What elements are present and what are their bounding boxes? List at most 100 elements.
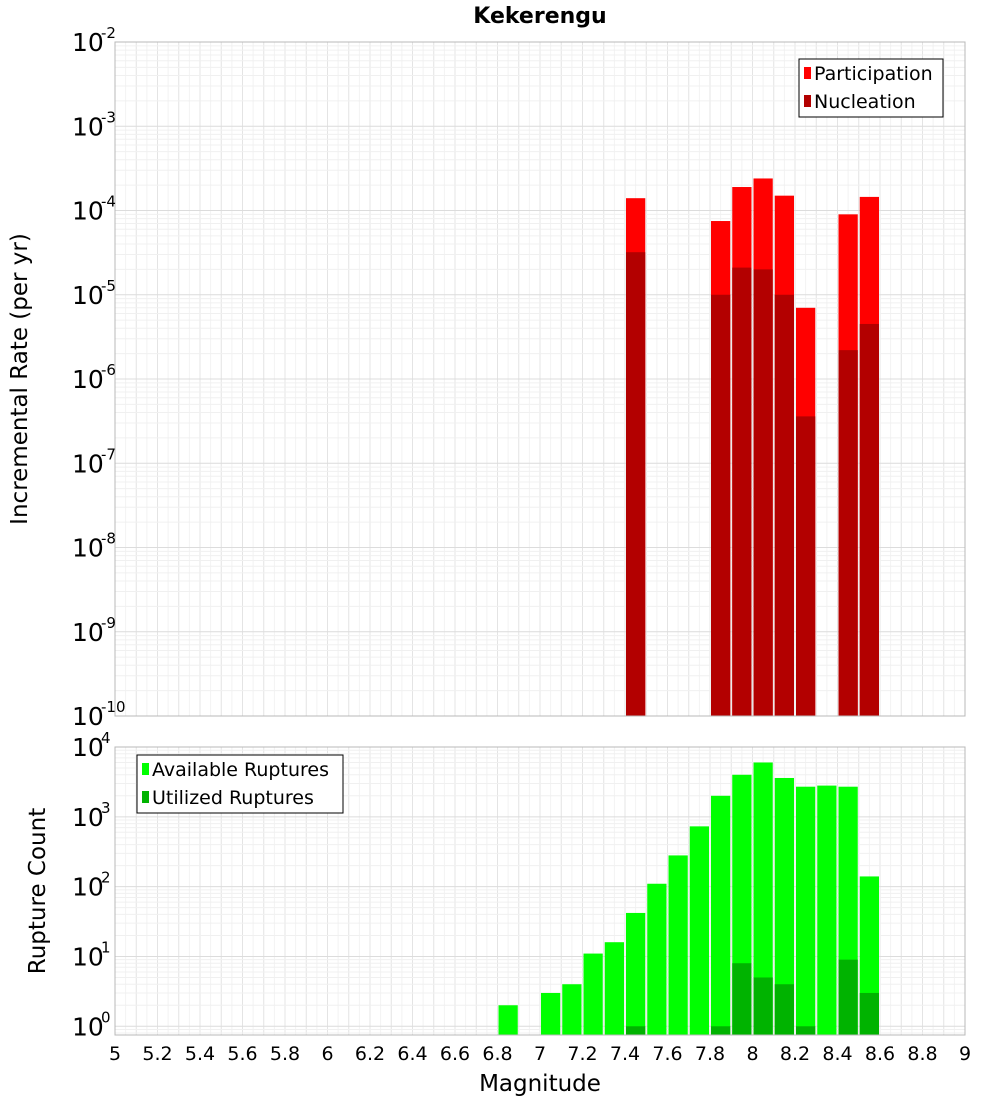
bar-utilized-ruptures [626,1026,646,1035]
bar-available-ruptures [498,1005,518,1035]
legend-box [798,58,944,118]
bar-available-ruptures [604,942,624,1035]
y-tick-label: 10 [72,112,104,141]
legend-item: Participation [814,63,933,85]
y-tick-exponent: -5 [101,277,116,295]
plot-frame [114,746,966,1036]
y-tick-exponent: -9 [101,614,116,632]
legend-swatch [142,763,149,775]
grid [114,42,966,717]
legend-swatch [142,791,149,803]
bar-nucleation [711,294,731,716]
x-tick-label: 9 [959,1043,971,1065]
bar-nucleation [732,267,752,716]
bar-available-ruptures [583,953,603,1035]
legend: Available Ruptures Utilized Ruptures [136,754,344,814]
x-tick-label: 6.2 [355,1043,385,1065]
y-tick-label: 10 [72,28,104,57]
x-tick-label: 7 [534,1043,546,1065]
x-tick-label: 5.4 [185,1043,215,1065]
plot-frame [114,41,966,717]
bar-utilized-ruptures [838,959,858,1035]
x-tick-label: 8.2 [780,1043,810,1065]
x-tick-label: 6.6 [440,1043,470,1065]
legend-box [136,754,344,814]
legend-swatch [804,67,811,79]
legend-item: Nucleation [814,91,916,113]
bar-utilized-ruptures [732,963,752,1035]
y-tick-exponent: 1 [101,938,111,956]
bar-available-ruptures [626,912,646,1035]
y-tick-label: 10 [72,365,104,394]
x-tick-label: 6 [321,1043,333,1065]
bar-available-ruptures [541,992,561,1035]
legend-item: Available Ruptures [152,759,329,781]
y-tick-label: 10 [72,618,104,647]
bar-available-ruptures [562,984,582,1035]
x-tick-label: 7.8 [695,1043,725,1065]
bar-nucleation [753,269,773,716]
y-tick-label: 10 [72,449,104,478]
bar-utilized-ruptures [774,984,794,1035]
x-tick-label: 5.8 [270,1043,300,1065]
chart-title: Kekerengu [473,4,606,29]
x-tick-label: 6.4 [397,1043,427,1065]
y-tick-exponent: 3 [101,799,111,817]
bar-available-ruptures [796,786,816,1035]
y-tick-label: 10 [72,873,104,902]
x-tick-label: 5.2 [142,1043,172,1065]
x-tick-label: 8.4 [822,1043,852,1065]
bar-available-ruptures [668,855,688,1035]
bar-utilized-ruptures [753,977,773,1035]
bar-nucleation [796,416,816,716]
x-tick-label: 8.6 [865,1043,895,1065]
y-tick-exponent: -8 [101,530,116,548]
x-tick-label: 7.6 [652,1043,682,1065]
bar-utilized-ruptures [796,1026,816,1035]
bar-available-ruptures [817,785,837,1035]
bar-available-ruptures [647,883,667,1035]
y-tick-exponent: -2 [101,24,116,42]
bar-nucleation [838,350,858,716]
y-tick-exponent: -6 [101,361,116,379]
x-tick-label: 5.6 [227,1043,257,1065]
y-tick-label: 10 [72,1012,104,1041]
y-tick-label: 10 [72,534,104,563]
y-tick-label: 10 [72,281,104,310]
x-ticks: 5 5.2 5.4 5.6 5.8 6 6.2 6.4 6.6 6.8 7 7.2 7.4 7.6 7.8 8… [109,1043,971,1065]
x-tick-label: 8 [746,1043,758,1065]
y-tick-label: 10 [72,803,104,832]
y-tick-exponent: 4 [101,729,111,747]
bars [498,762,879,1035]
y-tick-exponent: -10 [101,698,126,716]
bar-available-ruptures [689,826,709,1035]
y-tick-exponent: -7 [101,445,116,463]
y-tick-exponent: -3 [101,108,116,126]
bars [626,178,879,717]
x-tick-label: 6.8 [482,1043,512,1065]
x-tick-label: 7.4 [610,1043,640,1065]
legend-swatch [804,95,811,107]
y-axis-label: Rupture Count [25,808,51,974]
y-tick-exponent: 2 [101,869,111,887]
x-tick-label: 5 [109,1043,121,1065]
bar-nucleation [859,323,879,716]
y-tick-label: 10 [72,702,104,731]
bar-available-ruptures [711,795,731,1035]
bar-utilized-ruptures [711,1026,731,1035]
y-tick-label: 10 [72,942,104,971]
bar-nucleation [774,294,794,716]
panel-1: 10-1010-910-810-710-610-510-410-310-2Inc… [7,4,966,731]
y-tick-exponent: 0 [101,1008,111,1026]
y-tick-exponent: -4 [101,193,116,211]
bar-utilized-ruptures [859,992,879,1035]
x-tick-label: 7.2 [567,1043,597,1065]
bar-nucleation [626,252,646,717]
legend-item: Utilized Ruptures [152,787,314,809]
x-tick-label: 8.8 [907,1043,937,1065]
bar-available-ruptures [753,762,773,1035]
